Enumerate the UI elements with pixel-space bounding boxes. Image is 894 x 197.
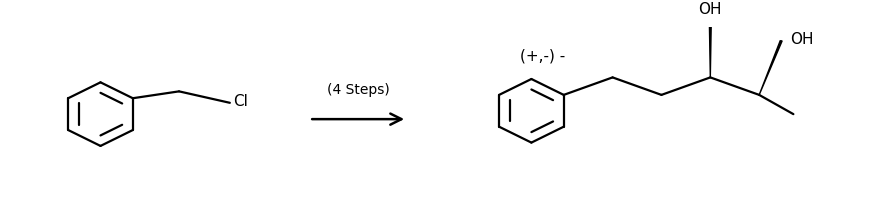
Polygon shape [759, 41, 782, 95]
Polygon shape [709, 20, 712, 77]
Text: (+,-) -: (+,-) - [520, 48, 566, 63]
Text: OH: OH [698, 2, 722, 17]
Text: OH: OH [790, 32, 814, 47]
Text: (4 Steps): (4 Steps) [327, 84, 390, 98]
Text: Cl: Cl [233, 94, 249, 109]
